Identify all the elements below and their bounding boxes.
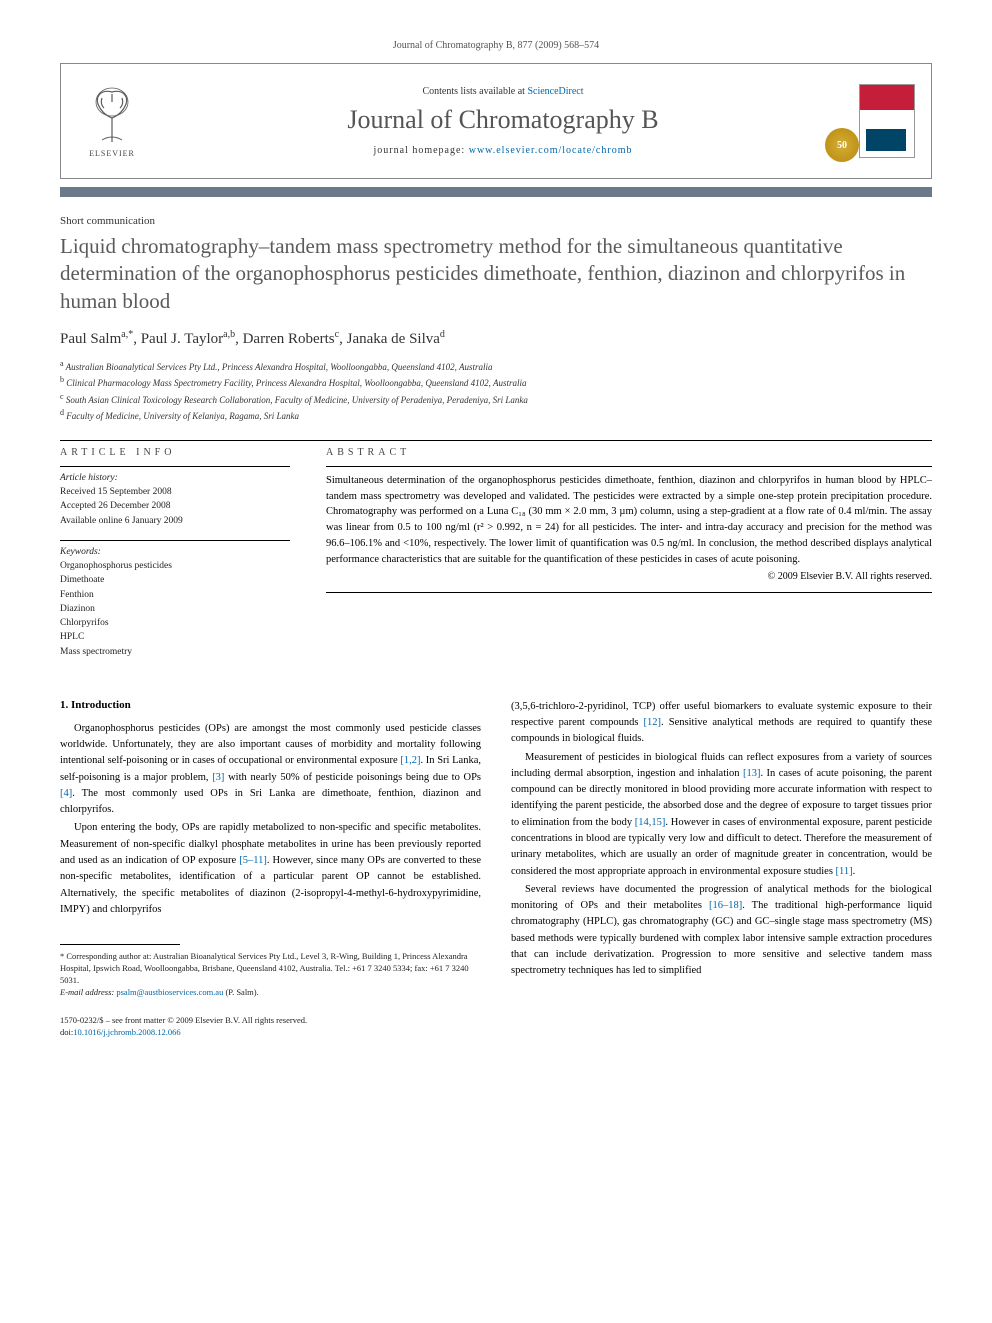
footnote-text: Corresponding author at: Australian Bioa… [60, 951, 469, 985]
abstract-copyright: © 2009 Elsevier B.V. All rights reserved… [326, 571, 932, 582]
journal-reference: Journal of Chromatography B, 877 (2009) … [60, 40, 932, 51]
corresponding-author-footnote: * Corresponding author at: Australian Bi… [60, 951, 481, 999]
homepage-prefix: journal homepage: [374, 145, 469, 156]
journal-cover-thumbnail [859, 84, 915, 158]
citation-link[interactable]: [13] [743, 768, 761, 779]
doi-label: doi: [60, 1027, 73, 1037]
affiliation-line: c South Asian Clinical Toxicology Resear… [60, 391, 932, 408]
citation-link[interactable]: [11] [836, 866, 853, 877]
keyword: Diazinon [60, 602, 290, 616]
history-line: Accepted 26 December 2008 [60, 499, 290, 513]
masthead-center: Contents lists available at ScienceDirec… [163, 86, 843, 156]
abstract-text: Simultaneous determination of the organo… [326, 466, 932, 568]
keyword: Organophosphorus pesticides [60, 559, 290, 573]
anniversary-badge-icon: 50 [825, 128, 859, 162]
keyword: Dimethoate [60, 573, 290, 587]
issn-line: 1570-0232/$ – see front matter © 2009 El… [60, 1015, 481, 1027]
citation-link[interactable]: [4] [60, 788, 72, 799]
keyword: Chlorpyrifos [60, 616, 290, 630]
abstract-column: ABSTRACT Simultaneous determination of t… [326, 447, 932, 671]
body-paragraph: Several reviews have documented the prog… [511, 882, 932, 980]
body-column-left: 1. Introduction Organophosphorus pestici… [60, 699, 481, 1039]
email-label: E-mail address: [60, 987, 116, 997]
page-footer: 1570-0232/$ – see front matter © 2009 El… [60, 1015, 481, 1039]
article-type: Short communication [60, 215, 932, 227]
article-info-column: ARTICLE INFO Article history: Received 1… [60, 447, 290, 671]
corresponding-email-link[interactable]: psalm@austbioservices.com.au [116, 987, 223, 997]
affiliation-line: b Clinical Pharmacology Mass Spectrometr… [60, 374, 932, 391]
keyword: Mass spectrometry [60, 645, 290, 659]
body-paragraph: Upon entering the body, OPs are rapidly … [60, 820, 481, 918]
body-paragraph: Organophosphorus pesticides (OPs) are am… [60, 721, 481, 819]
keyword: HPLC [60, 630, 290, 644]
keywords-label: Keywords: [60, 545, 290, 559]
affiliation-line: d Faculty of Medicine, University of Kel… [60, 407, 932, 424]
footnote-separator [60, 944, 180, 945]
history-line: Received 15 September 2008 [60, 485, 290, 499]
footnote-symbol: * [60, 951, 64, 961]
abstract-heading: ABSTRACT [326, 447, 932, 458]
elsevier-logo: ELSEVIER [77, 76, 147, 166]
sciencedirect-link[interactable]: ScienceDirect [527, 86, 583, 97]
contents-prefix: Contents lists available at [422, 86, 527, 97]
contents-available-line: Contents lists available at ScienceDirec… [163, 86, 843, 97]
history-line: Available online 6 January 2009 [60, 514, 290, 528]
body-column-right: (3,5,6-trichloro-2-pyridinol, TCP) offer… [511, 699, 932, 1039]
authors-line: Paul Salma,*, Paul J. Taylora,b, Darren … [60, 329, 932, 348]
keywords-block: Keywords: Organophosphorus pesticidesDim… [60, 540, 290, 659]
citation-link[interactable]: [5–11] [239, 855, 267, 866]
divider [60, 440, 932, 441]
affiliation-line: a Australian Bioanalytical Services Pty … [60, 358, 932, 375]
history-label: Article history: [60, 471, 290, 485]
affiliations-block: a Australian Bioanalytical Services Pty … [60, 358, 932, 424]
citation-link[interactable]: [1,2] [400, 755, 420, 766]
body-paragraph: Measurement of pesticides in biological … [511, 750, 932, 880]
homepage-link[interactable]: www.elsevier.com/locate/chromb [469, 145, 633, 156]
tree-icon [84, 84, 140, 146]
citation-link[interactable]: [16–18] [709, 900, 742, 911]
article-title: Liquid chromatography–tandem mass spectr… [60, 233, 932, 315]
citation-link[interactable]: [3] [212, 772, 224, 783]
info-abstract-row: ARTICLE INFO Article history: Received 1… [60, 447, 932, 671]
masthead: ELSEVIER Contents lists available at Sci… [60, 63, 932, 179]
citation-link[interactable]: [14,15] [635, 817, 666, 828]
divider [326, 592, 932, 593]
section-heading-introduction: 1. Introduction [60, 699, 481, 711]
homepage-line: journal homepage: www.elsevier.com/locat… [163, 145, 843, 156]
citation-link[interactable]: [12] [644, 717, 662, 728]
body-columns: 1. Introduction Organophosphorus pestici… [60, 699, 932, 1039]
journal-title: Journal of Chromatography B [163, 105, 843, 135]
article-history-block: Article history: Received 15 September 2… [60, 466, 290, 528]
doi-link[interactable]: 10.1016/j.jchromb.2008.12.066 [73, 1027, 180, 1037]
body-paragraph: (3,5,6-trichloro-2-pyridinol, TCP) offer… [511, 699, 932, 748]
publisher-name: ELSEVIER [89, 149, 135, 158]
email-suffix: (P. Salm). [223, 987, 258, 997]
keyword: Fenthion [60, 588, 290, 602]
article-info-heading: ARTICLE INFO [60, 447, 290, 458]
color-bar [60, 187, 932, 197]
